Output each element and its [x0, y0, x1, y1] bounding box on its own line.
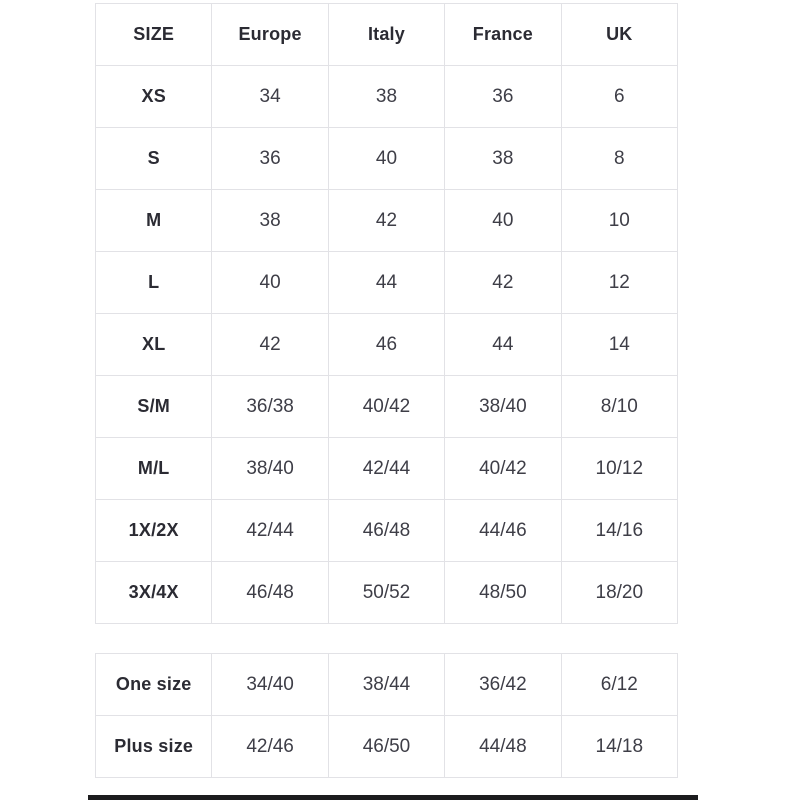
size-cell-europe: 38/40	[211, 437, 329, 500]
size-cell-europe: 42/44	[211, 499, 329, 562]
size-label: M	[94, 189, 213, 252]
size-cell-italy: 38/44	[327, 653, 446, 716]
size-cell-france: 44/48	[444, 715, 562, 778]
size-cell-europe: 34	[211, 65, 329, 128]
size-cell-europe: 42/46	[211, 715, 329, 778]
size-cell-france: 40	[444, 189, 562, 252]
column-header-france: France	[444, 3, 562, 66]
table-row: One size 34/40 38/44 36/42 6/12	[94, 653, 679, 716]
header-row: SIZE Europe Italy France UK	[94, 3, 679, 66]
size-label: S	[94, 127, 213, 190]
cutoff-bottom-bar	[88, 795, 698, 800]
size-cell-france: 44/46	[444, 499, 562, 562]
size-label: 1X/2X	[94, 499, 213, 562]
size-cell-france: 38/40	[444, 375, 562, 438]
table-row: XL 42 46 44 14	[94, 313, 679, 376]
table-row: Plus size 42/46 46/50 44/48 14/18	[94, 715, 679, 778]
size-cell-europe: 36	[211, 127, 329, 190]
column-header-italy: Italy	[327, 3, 446, 66]
size-cell-uk: 18/20	[560, 561, 679, 624]
table-row: 3X/4X 46/48 50/52 48/50 18/20	[94, 561, 679, 624]
size-cell-france: 44	[444, 313, 562, 376]
table-row: M 38 42 40 10	[94, 189, 679, 252]
table-row: S 36 40 38 8	[94, 127, 679, 190]
size-cell-italy: 42/44	[327, 437, 446, 500]
table-row: XS 34 38 36 6	[94, 65, 679, 128]
size-cell-europe: 36/38	[211, 375, 329, 438]
special-sizes-table: One size 34/40 38/44 36/42 6/12 Plus siz…	[94, 653, 679, 778]
size-cell-europe: 42	[211, 313, 329, 376]
size-cell-uk: 14	[560, 313, 679, 376]
size-cell-uk: 6	[560, 65, 679, 128]
size-cell-uk: 10/12	[560, 437, 679, 500]
size-cell-europe: 46/48	[211, 561, 329, 624]
size-cell-france: 38	[444, 127, 562, 190]
size-cell-italy: 46/50	[327, 715, 446, 778]
size-label: M/L	[94, 437, 213, 500]
size-cell-europe: 38	[211, 189, 329, 252]
size-label: XL	[94, 313, 213, 376]
size-cell-france: 42	[444, 251, 562, 314]
column-header-uk: UK	[560, 3, 679, 66]
size-cell-uk: 10	[560, 189, 679, 252]
size-cell-uk: 8/10	[560, 375, 679, 438]
size-cell-italy: 50/52	[327, 561, 446, 624]
size-cell-europe: 40	[211, 251, 329, 314]
size-cell-france: 48/50	[444, 561, 562, 624]
size-cell-italy: 40	[327, 127, 446, 190]
size-cell-italy: 42	[327, 189, 446, 252]
size-cell-uk: 14/16	[560, 499, 679, 562]
size-label: XS	[94, 65, 213, 128]
size-cell-italy: 46	[327, 313, 446, 376]
size-cell-italy: 46/48	[327, 499, 446, 562]
size-cell-italy: 40/42	[327, 375, 446, 438]
size-label: L	[94, 251, 213, 314]
table-gap	[95, 624, 678, 653]
size-cell-france: 36/42	[444, 653, 562, 716]
size-cell-uk: 14/18	[560, 715, 679, 778]
size-cell-uk: 6/12	[560, 653, 679, 716]
table-row: S/M 36/38 40/42 38/40 8/10	[94, 375, 679, 438]
column-header-size: SIZE	[94, 3, 213, 66]
size-label: S/M	[94, 375, 213, 438]
size-cell-uk: 8	[560, 127, 679, 190]
table-row: M/L 38/40 42/44 40/42 10/12	[94, 437, 679, 500]
size-label: 3X/4X	[94, 561, 213, 624]
column-header-europe: Europe	[211, 3, 329, 66]
size-cell-uk: 12	[560, 251, 679, 314]
size-label: Plus size	[94, 715, 213, 778]
table-row: L 40 44 42 12	[94, 251, 679, 314]
size-cell-france: 40/42	[444, 437, 562, 500]
table-row: 1X/2X 42/44 46/48 44/46 14/16	[94, 499, 679, 562]
size-cell-italy: 38	[327, 65, 446, 128]
size-cell-france: 36	[444, 65, 562, 128]
size-cell-italy: 44	[327, 251, 446, 314]
table-header: SIZE Europe Italy France UK	[94, 3, 679, 66]
size-cell-europe: 34/40	[211, 653, 329, 716]
size-conversion-table: SIZE Europe Italy France UK XS 34 38 36 …	[94, 3, 679, 624]
size-label: One size	[94, 653, 213, 716]
size-chart-section: SIZE Europe Italy France UK XS 34 38 36 …	[94, 3, 679, 778]
